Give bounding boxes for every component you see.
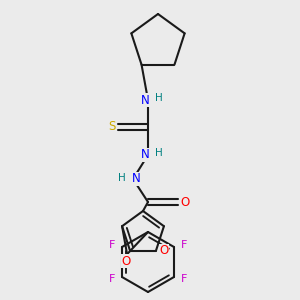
- Text: N: N: [132, 172, 140, 185]
- Text: N: N: [141, 94, 149, 106]
- Text: F: F: [181, 240, 187, 250]
- Text: H: H: [155, 148, 163, 158]
- Text: O: O: [122, 255, 131, 268]
- Text: F: F: [109, 274, 115, 284]
- Text: H: H: [118, 173, 126, 183]
- Text: O: O: [180, 196, 190, 208]
- Text: F: F: [181, 274, 187, 284]
- Text: S: S: [108, 121, 116, 134]
- Text: O: O: [159, 244, 169, 257]
- Text: H: H: [155, 93, 163, 103]
- Text: N: N: [141, 148, 149, 161]
- Text: F: F: [109, 240, 115, 250]
